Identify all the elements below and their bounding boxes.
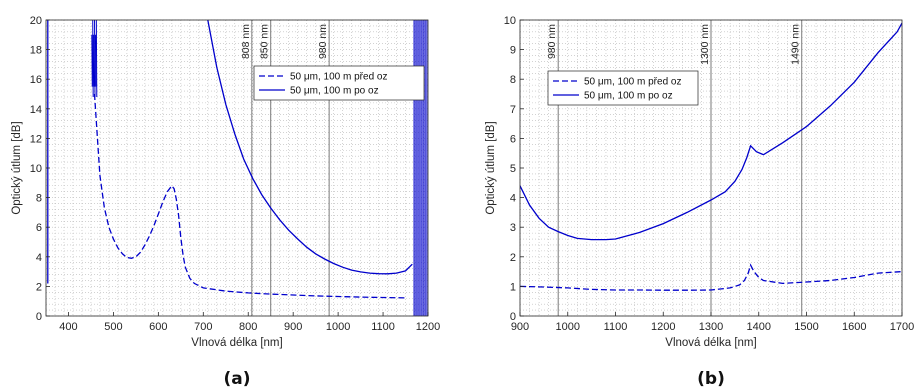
legend-box (547, 70, 699, 106)
y-tick-label: 10 (30, 163, 42, 175)
legend-box (253, 65, 425, 101)
y-tick-label: 8 (36, 193, 42, 205)
data-layer (520, 20, 902, 316)
x-axis-label: Vlnová délka [nm] (191, 337, 282, 349)
x-tick-label: 500 (104, 321, 122, 333)
y-tick-label: 0 (510, 311, 516, 323)
y-tick-label: 6 (36, 222, 42, 234)
y-tick-label: 5 (510, 163, 516, 175)
legend: 50 μm, 100 m před oz 50 μm, 100 m po oz (253, 65, 425, 101)
x-tick-label: 1400 (747, 321, 771, 333)
series-line-po-oz (207, 20, 413, 275)
y-tick-label: 1 (510, 281, 516, 293)
legend-label: 50 μm, 100 m po oz (584, 91, 673, 102)
y-tick-label: 18 (30, 45, 42, 57)
y-tick-label: 3 (510, 222, 516, 234)
y-tick-label: 16 (30, 74, 42, 86)
panel-label-2: (b) (697, 369, 725, 389)
x-tick-label: 1000 (556, 321, 580, 333)
x-tick-label: 1100 (371, 321, 395, 333)
x-tick-label: 700 (194, 321, 212, 333)
x-tick-label: 1700 (890, 321, 914, 333)
y-tick-label: 20 (30, 15, 42, 27)
legend-label: 50 μm, 100 m po oz (290, 86, 379, 97)
series-line-pred-oz (93, 93, 406, 299)
marker-label-850: 850 nm (259, 24, 271, 59)
x-axis-label: Vlnová délka [nm] (665, 337, 756, 349)
marker-label-1490: 1490 nm (790, 24, 802, 65)
y-tick-label: 2 (510, 252, 516, 264)
y-tick-label: 8 (510, 74, 516, 86)
x-tick-label: 600 (149, 321, 167, 333)
series-line-po-oz (520, 22, 902, 241)
legend-label: 50 μm, 100 m před oz (290, 72, 387, 83)
panel-label-1: (a) (223, 369, 250, 389)
x-tick-label: 400 (59, 321, 77, 333)
x-tick-label: 800 (239, 321, 257, 333)
x-tick-label: 900 (284, 321, 302, 333)
y-tick-label: 14 (30, 104, 42, 116)
y-tick-label: 0 (36, 311, 42, 323)
marker-label-808: 808 nm (240, 24, 252, 59)
x-tick-label: 1500 (794, 321, 818, 333)
chart-panel-1: 808 nm 850 nm 980 nm 400 500 600 700 800 900 1000… (11, 15, 440, 349)
marker-label-980: 980 nm (317, 24, 329, 59)
x-tick-label: 1000 (326, 321, 350, 333)
y-tick-label: 10 (504, 15, 516, 27)
y-axis-label: Optický útlum [dB] (485, 121, 497, 214)
x-tick-label: 1200 (651, 321, 675, 333)
series-line-pred-oz (520, 263, 902, 291)
x-tick-label: 1300 (699, 321, 723, 333)
y-tick-label: 7 (510, 104, 516, 116)
x-tick-label: 1100 (604, 321, 628, 333)
marker-label-980: 980 nm (546, 24, 558, 59)
x-tick-label: 1200 (416, 321, 440, 333)
y-tick-label: 4 (510, 193, 516, 205)
x-tick-label: 900 (511, 321, 529, 333)
marker-label-1300: 1300 nm (699, 24, 711, 65)
y-tick-label: 12 (30, 133, 42, 145)
y-axis-label: Optický útlum [dB] (11, 121, 23, 214)
y-tick-label: 9 (510, 45, 516, 57)
grid (519, 19, 903, 317)
x-tick-label: 1600 (842, 321, 866, 333)
y-tick-label: 2 (36, 281, 42, 293)
y-tick-label: 6 (510, 133, 516, 145)
legend: 50 μm, 100 m před oz 50 μm, 100 m po oz (547, 70, 699, 106)
y-tick-label: 4 (36, 252, 42, 264)
legend-label: 50 μm, 100 m před oz (584, 77, 681, 88)
